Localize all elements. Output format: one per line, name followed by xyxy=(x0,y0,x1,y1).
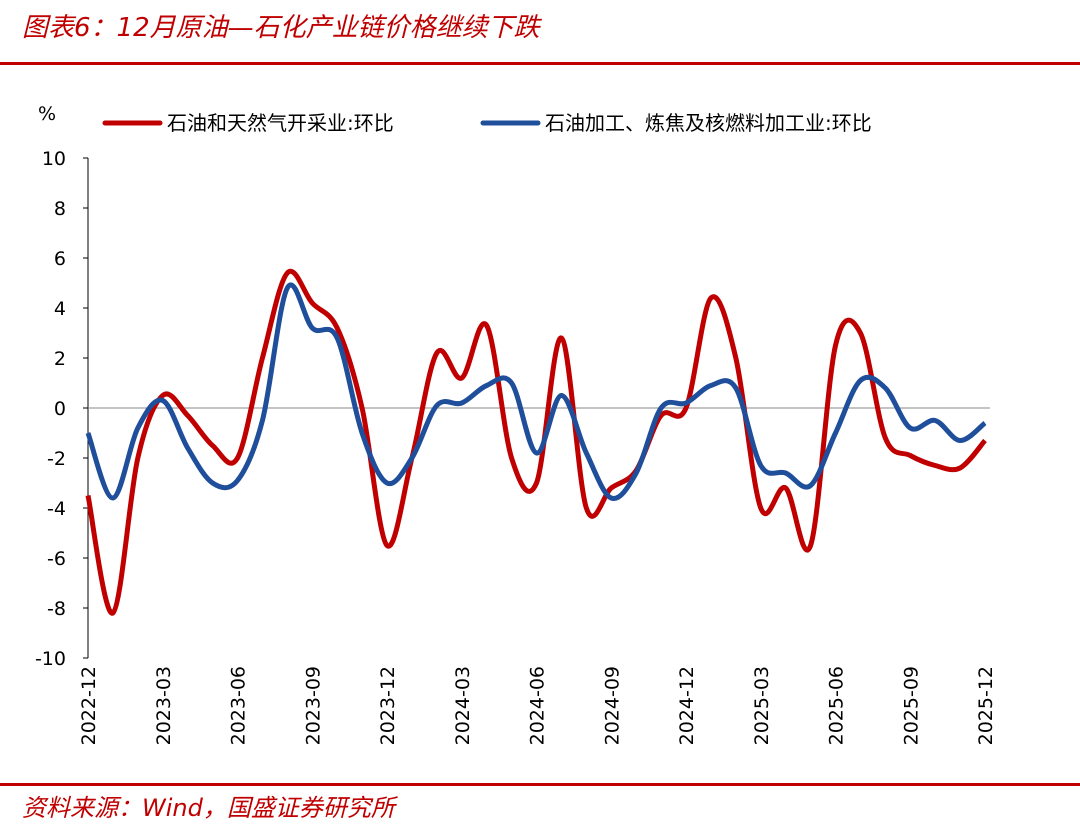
legend-label: 石油和天然气开采业:环比 xyxy=(167,111,394,135)
y-tick-label: -6 xyxy=(47,548,66,570)
x-tick-label: 2023-03 xyxy=(153,666,175,745)
x-tick-label: 2024-12 xyxy=(676,666,698,745)
x-tick-label: 2024-09 xyxy=(601,666,623,745)
y-tick-label: 4 xyxy=(54,298,66,320)
x-tick-label: 2025-06 xyxy=(826,666,848,745)
source-rule xyxy=(0,783,1080,786)
x-tick-label: 2025-03 xyxy=(751,666,773,745)
x-tick-label: 2025-09 xyxy=(900,666,922,745)
y-tick-label: 6 xyxy=(54,248,66,270)
x-tick-label: 2024-06 xyxy=(527,666,549,745)
y-tick-label: -2 xyxy=(47,448,66,470)
title-rule xyxy=(0,62,1080,65)
chart-title: 图表6：12月原油—石化产业链价格继续下跌 xyxy=(22,13,543,43)
x-tick-label: 2022-12 xyxy=(78,666,100,745)
y-tick-label: 10 xyxy=(42,148,66,170)
x-tick-label: 2024-03 xyxy=(452,666,474,745)
y-tick-label: 2 xyxy=(54,348,66,370)
x-tick-label: 2023-12 xyxy=(377,666,399,745)
source: 资料来源：Wind，国盛证券研究所 xyxy=(22,794,399,822)
x-tick-label: 2023-06 xyxy=(228,666,250,745)
y-tick-label: 0 xyxy=(54,398,66,420)
legend-label: 石油加工、炼焦及核燃料加工业:环比 xyxy=(545,111,872,135)
y-axis-label: % xyxy=(38,103,56,125)
series-line xyxy=(85,282,987,501)
x-tick-label: 2023-09 xyxy=(302,666,324,745)
y-tick-label: -10 xyxy=(35,648,66,670)
x-tick-label: 2025-12 xyxy=(975,666,997,745)
series-line xyxy=(85,268,987,616)
y-tick-label: -8 xyxy=(47,598,66,620)
y-tick-label: -4 xyxy=(47,498,66,520)
y-tick-label: 8 xyxy=(54,198,66,220)
